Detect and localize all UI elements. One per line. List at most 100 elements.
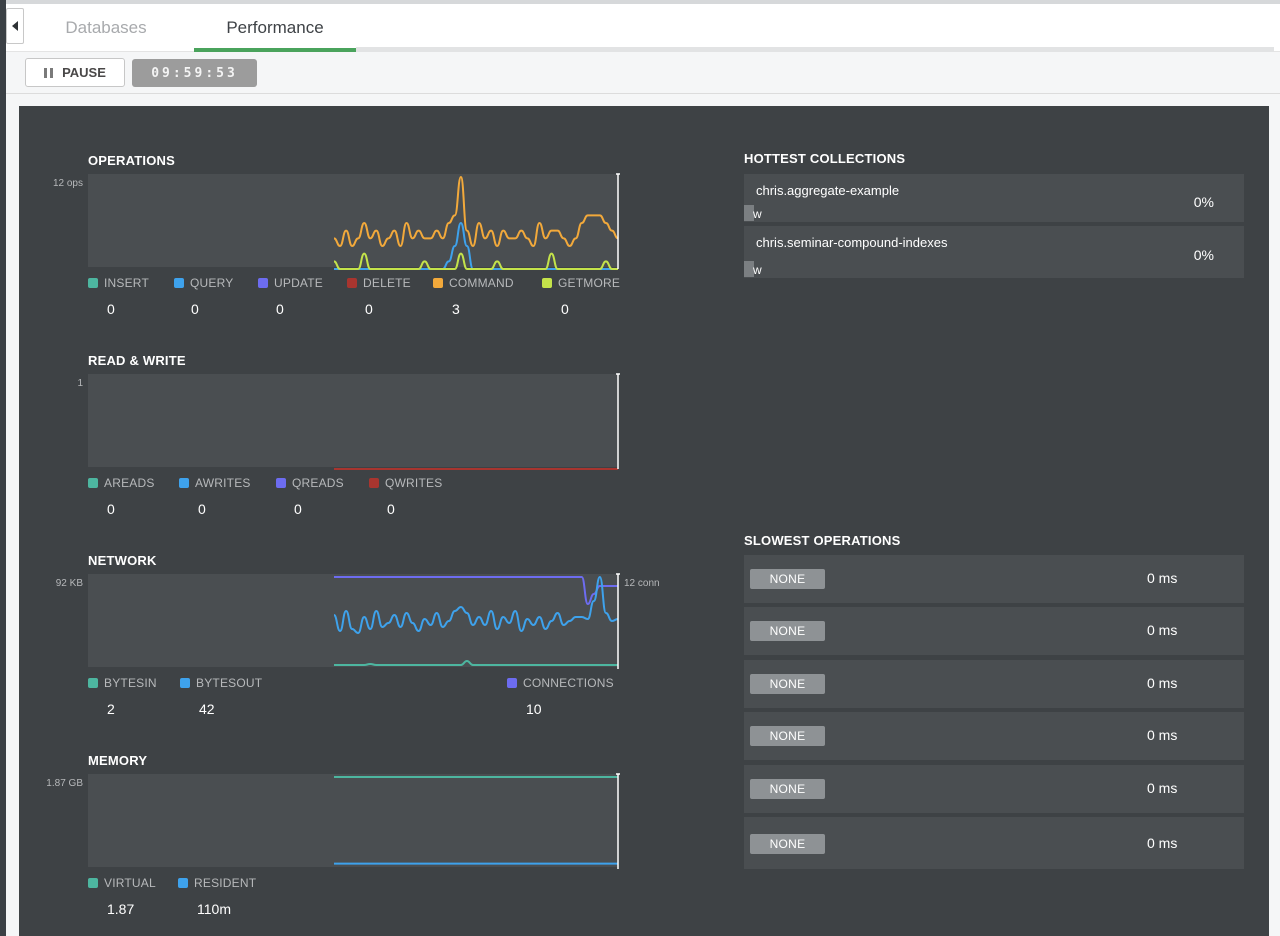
legend-connections[interactable]: CONNECTIONS <box>507 676 614 690</box>
legend-swatch <box>88 478 98 488</box>
legend-value-bytesin: 2 <box>107 701 115 717</box>
op-type-badge[interactable]: NONE <box>750 674 825 694</box>
sidebar-edge <box>0 0 6 936</box>
legend-awrites[interactable]: AWRITES <box>179 476 251 490</box>
legend-swatch <box>174 278 184 288</box>
legend-label: QREADS <box>292 476 344 490</box>
legend-value-awrites: 0 <box>198 501 206 517</box>
legend-value-connections: 10 <box>526 701 542 717</box>
legend-bytesout[interactable]: BYTESOUT <box>180 676 262 690</box>
slow-op-row[interactable]: NONE 0 ms <box>744 607 1244 655</box>
pause-label: PAUSE <box>62 65 106 80</box>
operations-axis-label: 12 ops <box>52 178 83 189</box>
legend-label: AWRITES <box>195 476 251 490</box>
legend-value-resident: 110m <box>197 901 231 917</box>
operations-chart-lines <box>333 173 620 270</box>
network-axis-label: 92 KB <box>55 578 83 589</box>
legend-value-qreads: 0 <box>294 501 302 517</box>
memory-axis-label: 1.87 GB <box>46 778 83 789</box>
pause-button[interactable]: PAUSE <box>25 58 125 87</box>
slow-op-row[interactable]: NONE 0 ms <box>744 817 1244 869</box>
legend-swatch <box>276 478 286 488</box>
legend-swatch <box>178 878 188 888</box>
legend-value-getmore: 0 <box>561 301 569 317</box>
legend-value-virtual: 1.87 <box>107 901 135 917</box>
collection-row[interactable]: chris.seminar-compound-indexes w 0% <box>744 226 1244 278</box>
legend-swatch <box>507 678 517 688</box>
legend-label: GETMORE <box>558 276 621 290</box>
memory-title: MEMORY <box>88 753 148 768</box>
legend-swatch <box>347 278 357 288</box>
legend-value-areads: 0 <box>107 501 115 517</box>
op-duration: 0 ms <box>1147 675 1178 691</box>
series-line-bytesout <box>333 575 619 635</box>
op-duration: 0 ms <box>1147 570 1178 586</box>
tab-databases[interactable]: Databases <box>65 18 147 37</box>
legend-label: CONNECTIONS <box>523 676 614 690</box>
legend-label: RESIDENT <box>194 876 257 890</box>
tab-bar: Databases Performance <box>6 4 1280 52</box>
legend-swatch <box>88 278 98 288</box>
slow-op-row[interactable]: NONE 0 ms <box>744 660 1244 708</box>
legend-update[interactable]: UPDATE <box>258 276 323 290</box>
legend-query[interactable]: QUERY <box>174 276 233 290</box>
legend-label: AREADS <box>104 476 155 490</box>
legend-value-bytesout: 42 <box>199 701 215 717</box>
op-duration: 0 ms <box>1147 727 1178 743</box>
collection-row[interactable]: chris.aggregate-example w 0% <box>744 174 1244 222</box>
legend-label: BYTESIN <box>104 676 157 690</box>
legend-resident[interactable]: RESIDENT <box>178 876 256 890</box>
collection-percent: 0% <box>1193 247 1214 263</box>
series-line-getmore <box>333 252 618 270</box>
legend-getmore[interactable]: GETMORE <box>542 276 620 290</box>
legend-label: VIRTUAL <box>104 876 156 890</box>
legend-value-insert: 0 <box>107 301 115 317</box>
op-duration: 0 ms <box>1147 622 1178 638</box>
legend-delete[interactable]: DELETE <box>347 276 411 290</box>
series-line-command <box>333 175 619 248</box>
legend-bytesin[interactable]: BYTESIN <box>88 676 157 690</box>
op-type-badge[interactable]: NONE <box>750 726 825 746</box>
op-duration: 0 ms <box>1147 780 1178 796</box>
network-axis-right-label: 12 conn <box>624 578 660 589</box>
legend-label: INSERT <box>104 276 149 290</box>
collection-percent: 0% <box>1193 194 1214 210</box>
legend-areads[interactable]: AREADS <box>88 476 155 490</box>
tab-performance[interactable]: Performance <box>194 4 356 52</box>
legend-qreads[interactable]: QREADS <box>276 476 344 490</box>
performance-panel: OPERATIONS 12 ops INSERT 0 QUERY 0 UPDATE 0 DE… <box>19 106 1269 936</box>
legend-label: COMMAND <box>449 276 514 290</box>
legend-swatch <box>88 878 98 888</box>
op-type-badge[interactable]: NONE <box>750 834 825 854</box>
op-type-badge[interactable]: NONE <box>750 621 825 641</box>
legend-qwrites[interactable]: QWRITES <box>369 476 442 490</box>
legend-label: QWRITES <box>385 476 443 490</box>
legend-swatch <box>369 478 379 488</box>
caret-left-icon <box>12 21 18 31</box>
network-chart-lines <box>333 573 620 669</box>
op-type-badge[interactable]: NONE <box>750 569 825 589</box>
tab-underline-track <box>356 47 1274 52</box>
legend-label: QUERY <box>190 276 234 290</box>
slow-op-row[interactable]: NONE 0 ms <box>744 712 1244 760</box>
legend-value-command: 3 <box>452 301 460 317</box>
slow-op-row[interactable]: NONE 0 ms <box>744 555 1244 603</box>
legend-value-qwrites: 0 <box>387 501 395 517</box>
toolbar: PAUSE 09:59:53 <box>6 52 1280 94</box>
read-write-axis-label: 1 <box>77 378 83 389</box>
collapse-sidebar-button[interactable] <box>6 8 24 44</box>
slow-op-row[interactable]: NONE 0 ms <box>744 765 1244 813</box>
legend-command[interactable]: COMMAND <box>433 276 514 290</box>
legend-virtual[interactable]: VIRTUAL <box>88 876 156 890</box>
series-line-bytesin <box>333 659 618 666</box>
pause-icon <box>44 67 54 78</box>
op-type-badge[interactable]: NONE <box>750 779 825 799</box>
legend-insert[interactable]: INSERT <box>88 276 149 290</box>
memory-chart-lines <box>333 773 620 869</box>
legend-label: UPDATE <box>274 276 323 290</box>
memory-chart <box>88 774 618 867</box>
legend-label: DELETE <box>363 276 411 290</box>
collection-rw-label: w <box>753 207 762 221</box>
legend-swatch <box>88 678 98 688</box>
network-title: NETWORK <box>88 553 157 568</box>
